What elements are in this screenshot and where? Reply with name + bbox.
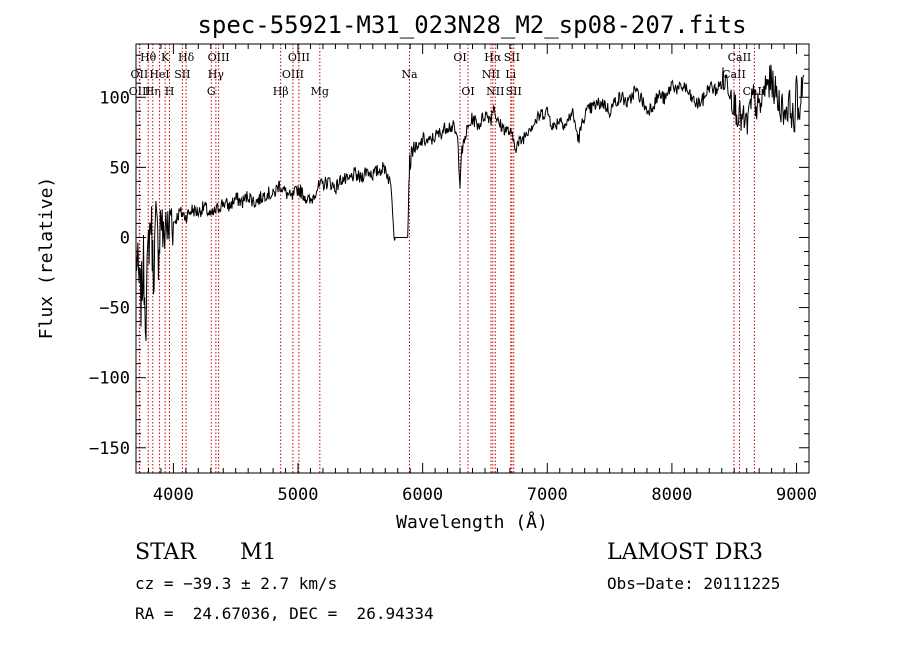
line-marker-label: Na [401, 68, 418, 81]
line-marker-label: SII [504, 51, 520, 64]
line-marker-label: NII [482, 68, 500, 81]
x-tick-label: 7000 [527, 485, 568, 505]
object-subclass: M1 [240, 540, 277, 565]
line-marker-label: Hθ [140, 51, 157, 64]
line-marker-label: SII [174, 68, 190, 81]
redshift-velocity: cz = −39.3 ± 2.7 km/s [135, 574, 338, 593]
y-tick-label: 50 [110, 158, 130, 178]
axis-ticks: 4000 5000 6000 7000 8000 9000 −150 −100 −50 0 50 10… [89, 44, 817, 505]
line-marker-label: Hγ [208, 68, 225, 81]
x-tick-label: 8000 [651, 485, 692, 505]
line-marker-label: OIII [208, 51, 230, 64]
line-marker-label: SII [506, 85, 522, 98]
line-marker-label: OIII [129, 85, 151, 98]
line-marker-label: Li [505, 68, 516, 81]
x-tick-label: 9000 [776, 485, 817, 505]
line-marker-label: Hα [484, 51, 502, 64]
line-marker-label: OI [453, 51, 466, 64]
x-tick-label: 4000 [153, 485, 194, 505]
plot-frame [135, 43, 810, 474]
y-tick-label: 100 [99, 88, 130, 108]
line-marker-label: Hη [145, 85, 161, 98]
spectrum-line [135, 64, 805, 342]
y-tick-label: −150 [89, 439, 130, 459]
y-tick-label: −50 [99, 299, 130, 319]
line-marker-label: G [207, 85, 216, 98]
line-marker-label: NII [486, 85, 504, 98]
object-class: STAR [135, 540, 196, 565]
line-marker-label: Hδ [178, 51, 195, 64]
y-axis-label: Flux (relative) [36, 177, 57, 340]
survey-name: LAMOST DR3 [607, 540, 763, 565]
x-tick-label: 5000 [278, 485, 319, 505]
line-marker-label: K [161, 51, 170, 64]
x-tick-label: 6000 [402, 485, 443, 505]
line-marker-label: OIII [282, 68, 304, 81]
spectral-line-markers: OII OIII Hθ Hη HeI K H SII Hδ G Hγ OIII Hβ OIII OIII Mg… [129, 44, 766, 473]
line-marker-label: OI [461, 85, 474, 98]
chart-title: spec-55921-M31_023N28_M2_sp08-207.fits [197, 11, 746, 39]
line-marker-label: CaII [722, 68, 746, 81]
coordinates: RA = 24.67036, DEC = 26.94334 [135, 604, 434, 623]
observation-date: Obs−Date: 20111225 [607, 574, 781, 593]
line-marker-label: OIII [288, 51, 310, 64]
line-marker-label: Hβ [273, 85, 289, 98]
y-tick-label: 0 [120, 228, 130, 248]
line-marker-label: HeI [149, 68, 169, 81]
y-tick-label: −100 [89, 369, 130, 389]
line-marker-label: Mg [311, 85, 329, 98]
x-axis-label: Wavelength (Å) [396, 511, 548, 533]
line-marker-label: OII [131, 68, 149, 81]
line-marker-label: H [165, 85, 175, 98]
line-marker-label: CaII [728, 51, 752, 64]
